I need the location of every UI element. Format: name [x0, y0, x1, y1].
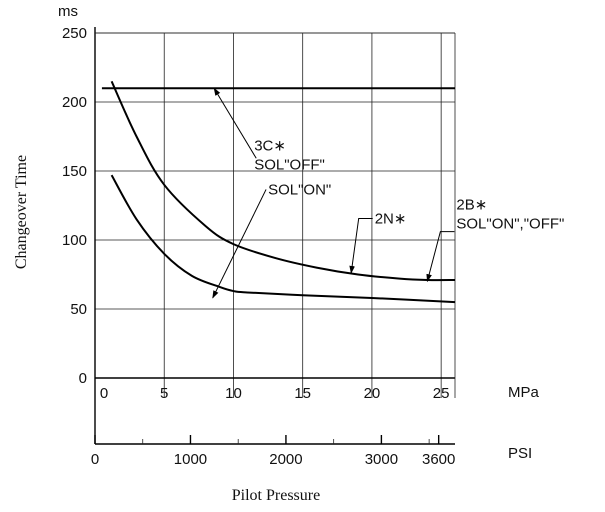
x-tick-label-mpa: 10 [225, 385, 242, 402]
annotation-text: SOL"ON","OFF" [456, 216, 564, 233]
y-tick-label: 50 [70, 301, 87, 318]
x-tick-label-psi: 3600 [422, 451, 455, 468]
annotation-2n: 2N∗ [349, 210, 407, 274]
annotation-2b: 2B∗ SOL"ON","OFF" [426, 197, 564, 283]
x-tick-label-psi: 3000 [365, 451, 398, 468]
x-unit-psi-label: PSI [508, 445, 532, 462]
annotation-arrow [213, 87, 257, 159]
annotation-3c: 3C∗ SOL"OFF" [213, 87, 325, 173]
annotation-arrow [212, 189, 267, 299]
annotation-text: SOL"ON" [268, 181, 331, 198]
annotation-text: SOL"OFF" [254, 156, 325, 173]
annotation-arrow [426, 231, 455, 283]
y-tick-label: 150 [62, 163, 87, 180]
x-tick-label-mpa: 25 [433, 385, 450, 402]
y-tick-label: 0 [79, 370, 87, 387]
annotation-text: 2B∗ [456, 197, 487, 214]
series-layer [101, 80, 456, 304]
annotation-text: 3C∗ [254, 137, 286, 154]
x-tick-label-mpa: 15 [294, 385, 311, 402]
x-tick-label-mpa: 5 [160, 385, 168, 402]
x-axis-title: Pilot Pressure [232, 487, 320, 504]
x-tick-label-psi: 0 [91, 451, 99, 468]
x-unit-mpa-label: MPa [508, 384, 540, 401]
y-axis-title: Changeover Time [13, 155, 30, 269]
annotation-text: 2N∗ [375, 210, 407, 227]
series-line-sol-on [110, 174, 456, 304]
x-tick-label-psi: 1000 [174, 451, 207, 468]
y-tick-label: 100 [62, 232, 87, 249]
x-tick-label-psi: 2000 [269, 451, 302, 468]
x-tick-label-mpa: 0 [100, 385, 108, 402]
y-tick-label: 200 [62, 94, 87, 111]
series-line-2n [110, 80, 456, 282]
y-unit-label: ms [58, 3, 78, 20]
annotation-sol-on: SOL"ON" [212, 181, 331, 299]
annotation-arrow [349, 217, 373, 274]
annotation-layer: 3C∗ SOL"OFF" SOL"ON" 2N∗ 2B∗ SOL"ON","OFF" [212, 87, 564, 299]
x-tick-label-mpa: 20 [364, 385, 381, 402]
y-tick-label: 250 [62, 25, 87, 42]
label-layer: ms MPa PSI Changeover Time Pilot Pressur… [13, 3, 540, 504]
